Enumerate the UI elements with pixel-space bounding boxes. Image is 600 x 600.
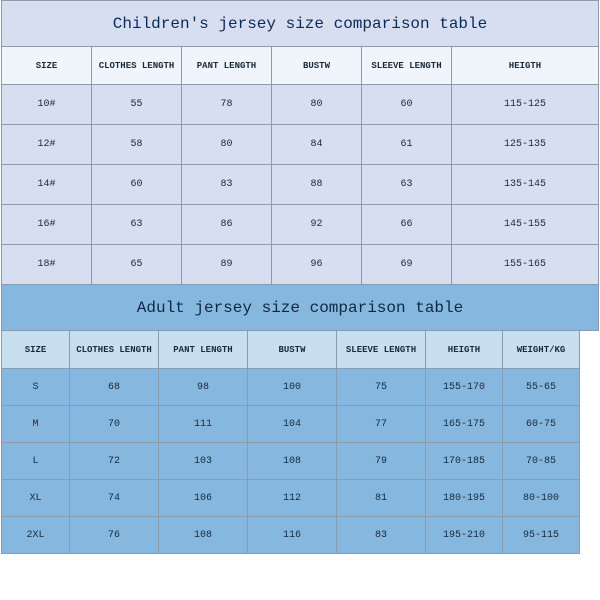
col-sleeve-length: SLEEVE LENGTH — [362, 47, 452, 85]
cell-value: 95-115 — [503, 517, 580, 554]
cell-value: 70-85 — [503, 443, 580, 480]
table-row: XL 74 106 112 81 180-195 80-100 — [2, 480, 599, 517]
table-row: M 70 111 104 77 165-175 60-75 — [2, 406, 599, 443]
cell-value: 55-65 — [503, 369, 580, 406]
cell-value: 66 — [362, 205, 452, 245]
cell-value: 78 — [182, 85, 272, 125]
cell-value: 81 — [337, 480, 426, 517]
cell-value: 112 — [248, 480, 337, 517]
size-tables-container: Children's jersey size comparison table … — [1, 0, 599, 554]
cell-value: 165-175 — [426, 406, 503, 443]
cell-size: 2XL — [2, 517, 70, 554]
cell-value: 135-145 — [452, 165, 599, 205]
cell-value: 58 — [92, 125, 182, 165]
cell-size: L — [2, 443, 70, 480]
col-sleeve-length: SLEEVE LENGTH — [337, 331, 426, 369]
children-header-row: SIZE CLOTHES LENGTH PANT LENGTH BUSTW SL… — [2, 47, 599, 85]
table-row: L 72 103 108 79 170-185 70-85 — [2, 443, 599, 480]
cell-size: 14# — [2, 165, 92, 205]
adult-header-row: SIZE CLOTHES LENGTH PANT LENGTH BUSTW SL… — [2, 331, 599, 369]
cell-value: 125-135 — [452, 125, 599, 165]
cell-size: S — [2, 369, 70, 406]
cell-value: 65 — [92, 245, 182, 285]
table-row: 10# 55 78 80 60 115-125 — [2, 85, 599, 125]
cell-value: 104 — [248, 406, 337, 443]
cell-value: 92 — [272, 205, 362, 245]
cell-value: 70 — [70, 406, 159, 443]
cell-value: 77 — [337, 406, 426, 443]
cell-value: 155-165 — [452, 245, 599, 285]
cell-value: 68 — [70, 369, 159, 406]
children-table-title: Children's jersey size comparison table — [2, 1, 599, 47]
cell-value: 69 — [362, 245, 452, 285]
cell-value: 84 — [272, 125, 362, 165]
table-row: 18# 65 89 96 69 155-165 — [2, 245, 599, 285]
col-size: SIZE — [2, 47, 92, 85]
cell-value: 180-195 — [426, 480, 503, 517]
col-bustw: BUSTW — [272, 47, 362, 85]
cell-value: 100 — [248, 369, 337, 406]
cell-value: 145-155 — [452, 205, 599, 245]
cell-value: 195-210 — [426, 517, 503, 554]
cell-value: 60 — [92, 165, 182, 205]
table-row: S 68 98 100 75 155-170 55-65 — [2, 369, 599, 406]
col-size: SIZE — [2, 331, 70, 369]
cell-value: 111 — [159, 406, 248, 443]
cell-value: 60 — [362, 85, 452, 125]
cell-size: 16# — [2, 205, 92, 245]
cell-value: 86 — [182, 205, 272, 245]
cell-value: 83 — [182, 165, 272, 205]
cell-value: 61 — [362, 125, 452, 165]
col-heigth: HEIGTH — [452, 47, 599, 85]
adult-table-title: Adult jersey size comparison table — [2, 285, 599, 331]
cell-value: 76 — [70, 517, 159, 554]
cell-value: 80 — [272, 85, 362, 125]
cell-value: 63 — [92, 205, 182, 245]
cell-value: 170-185 — [426, 443, 503, 480]
col-heigth: HEIGTH — [426, 331, 503, 369]
col-clothes-length: CLOTHES LENGTH — [92, 47, 182, 85]
cell-value: 98 — [159, 369, 248, 406]
col-pant-length: PANT LENGTH — [182, 47, 272, 85]
cell-value: 103 — [159, 443, 248, 480]
cell-value: 79 — [337, 443, 426, 480]
cell-value: 75 — [337, 369, 426, 406]
col-bustw: BUSTW — [248, 331, 337, 369]
cell-value: 63 — [362, 165, 452, 205]
cell-size: XL — [2, 480, 70, 517]
table-row: 12# 58 80 84 61 125-135 — [2, 125, 599, 165]
cell-value: 115-125 — [452, 85, 599, 125]
cell-size: M — [2, 406, 70, 443]
cell-value: 80-100 — [503, 480, 580, 517]
cell-value: 72 — [70, 443, 159, 480]
cell-value: 108 — [248, 443, 337, 480]
cell-value: 106 — [159, 480, 248, 517]
cell-value: 74 — [70, 480, 159, 517]
col-pant-length: PANT LENGTH — [159, 331, 248, 369]
cell-value: 89 — [182, 245, 272, 285]
cell-value: 88 — [272, 165, 362, 205]
cell-size: 12# — [2, 125, 92, 165]
col-clothes-length: CLOTHES LENGTH — [70, 331, 159, 369]
table-row: 16# 63 86 92 66 145-155 — [2, 205, 599, 245]
cell-value: 83 — [337, 517, 426, 554]
table-row: 14# 60 83 88 63 135-145 — [2, 165, 599, 205]
cell-value: 116 — [248, 517, 337, 554]
table-row: 2XL 76 108 116 83 195-210 95-115 — [2, 517, 599, 554]
cell-size: 10# — [2, 85, 92, 125]
cell-value: 155-170 — [426, 369, 503, 406]
cell-value: 60-75 — [503, 406, 580, 443]
cell-value: 80 — [182, 125, 272, 165]
cell-value: 96 — [272, 245, 362, 285]
cell-value: 55 — [92, 85, 182, 125]
col-weight: WEIGHT/KG — [503, 331, 580, 369]
cell-size: 18# — [2, 245, 92, 285]
cell-value: 108 — [159, 517, 248, 554]
